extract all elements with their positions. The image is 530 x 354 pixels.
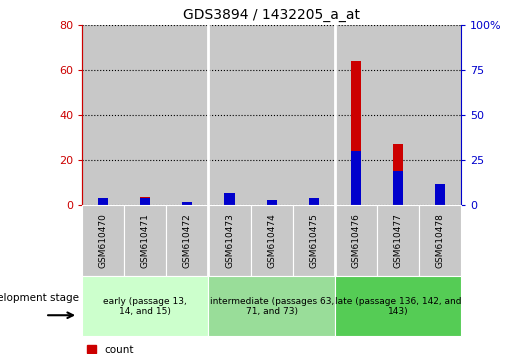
Bar bbox=[435, 184, 445, 205]
Text: development stage: development stage bbox=[0, 293, 80, 303]
Bar bbox=[251, 25, 293, 205]
Text: GSM610472: GSM610472 bbox=[183, 213, 192, 268]
Bar bbox=[393, 144, 403, 205]
Bar bbox=[225, 193, 235, 205]
FancyBboxPatch shape bbox=[166, 205, 208, 276]
Bar bbox=[267, 200, 277, 205]
FancyBboxPatch shape bbox=[335, 205, 377, 276]
Bar bbox=[182, 202, 192, 205]
Bar bbox=[124, 25, 166, 205]
Text: GSM610476: GSM610476 bbox=[351, 213, 360, 268]
Text: GSM610471: GSM610471 bbox=[141, 213, 150, 268]
Bar bbox=[308, 198, 319, 205]
Text: GSM610470: GSM610470 bbox=[99, 213, 108, 268]
FancyBboxPatch shape bbox=[82, 205, 124, 276]
FancyBboxPatch shape bbox=[293, 205, 335, 276]
Bar bbox=[267, 201, 277, 205]
Bar bbox=[335, 25, 377, 205]
Title: GDS3894 / 1432205_a_at: GDS3894 / 1432205_a_at bbox=[183, 8, 360, 22]
Bar bbox=[140, 198, 151, 205]
FancyBboxPatch shape bbox=[251, 205, 293, 276]
Text: early (passage 13,
14, and 15): early (passage 13, 14, and 15) bbox=[103, 297, 187, 316]
Bar bbox=[140, 198, 151, 205]
FancyBboxPatch shape bbox=[335, 276, 461, 336]
Bar bbox=[393, 171, 403, 205]
Bar bbox=[98, 198, 108, 205]
Text: GSM610473: GSM610473 bbox=[225, 213, 234, 268]
Bar bbox=[98, 199, 108, 205]
Bar bbox=[377, 25, 419, 205]
Text: GSM610477: GSM610477 bbox=[393, 213, 402, 268]
Bar bbox=[419, 25, 461, 205]
Bar bbox=[435, 185, 445, 205]
Text: GSM610474: GSM610474 bbox=[267, 213, 276, 268]
Bar bbox=[82, 25, 124, 205]
FancyBboxPatch shape bbox=[208, 276, 335, 336]
FancyBboxPatch shape bbox=[208, 205, 251, 276]
FancyBboxPatch shape bbox=[82, 276, 208, 336]
Bar bbox=[351, 151, 361, 205]
Bar bbox=[208, 25, 251, 205]
Text: late (passage 136, 142, and
143): late (passage 136, 142, and 143) bbox=[334, 297, 461, 316]
Bar bbox=[225, 194, 235, 205]
Legend: count, percentile rank within the sample: count, percentile rank within the sample bbox=[87, 345, 280, 354]
FancyBboxPatch shape bbox=[419, 205, 461, 276]
Text: GSM610475: GSM610475 bbox=[309, 213, 318, 268]
Text: intermediate (passages 63,
71, and 73): intermediate (passages 63, 71, and 73) bbox=[209, 297, 334, 316]
FancyBboxPatch shape bbox=[377, 205, 419, 276]
Bar bbox=[351, 61, 361, 205]
Bar bbox=[182, 202, 192, 205]
Bar bbox=[166, 25, 208, 205]
FancyBboxPatch shape bbox=[124, 205, 166, 276]
Text: GSM610478: GSM610478 bbox=[436, 213, 445, 268]
Bar bbox=[293, 25, 335, 205]
Bar bbox=[308, 201, 319, 205]
